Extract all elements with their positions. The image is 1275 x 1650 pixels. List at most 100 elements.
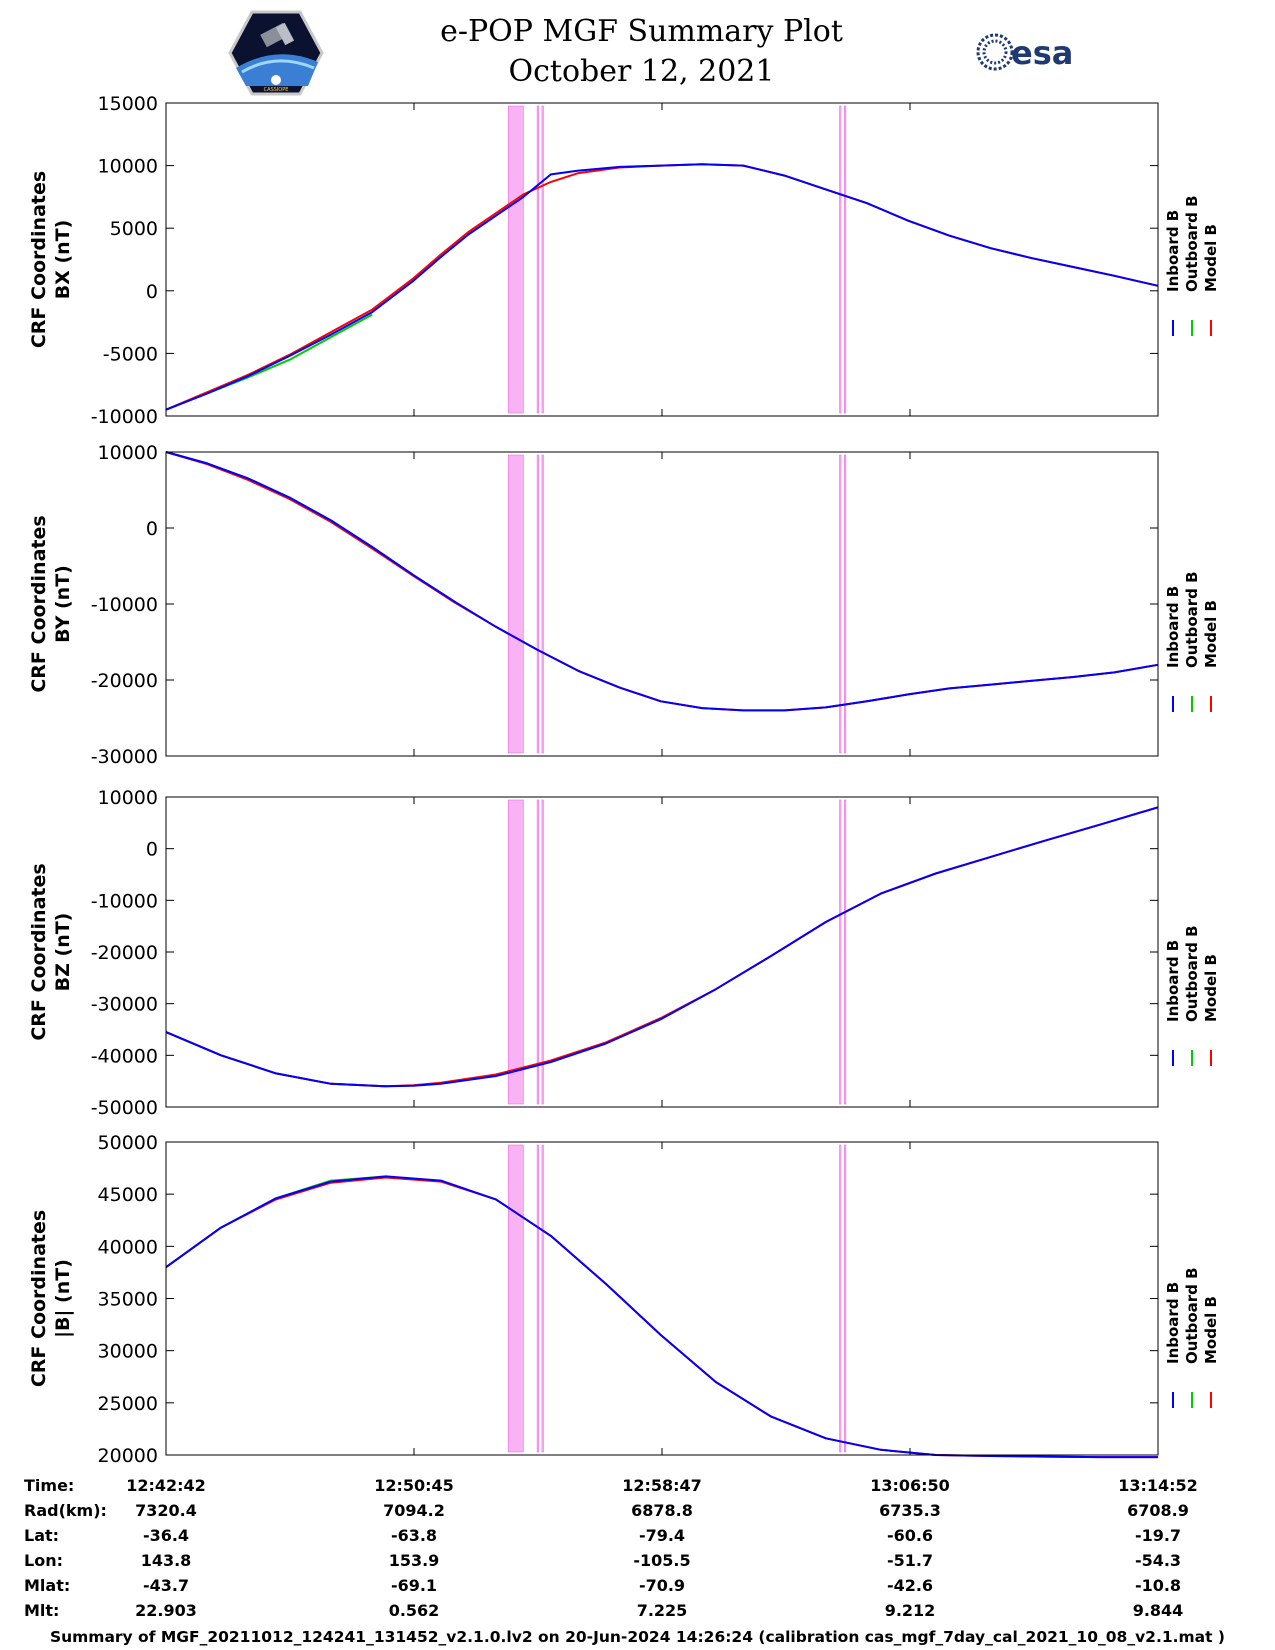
ephemeris-value: -51.7 — [886, 1551, 934, 1570]
legend-label: Model B — [1202, 600, 1220, 668]
ephemeris-value: 9.844 — [1132, 1601, 1184, 1620]
highlight-band — [844, 454, 847, 754]
ephemeris-label: Time: — [24, 1476, 75, 1495]
y-tick-label: -5000 — [103, 343, 158, 365]
highlight-band — [839, 454, 842, 754]
y-tick-label: 5000 — [110, 218, 158, 240]
panel-3: -50000 -40000 -30000 -20000 -10000 0 10000 CRF … — [28, 787, 1220, 1119]
legend-label: Inboard B — [1164, 586, 1182, 668]
highlight-band — [507, 454, 524, 754]
y-tick-label: 0 — [146, 839, 158, 861]
y-axis-label: CRF Coordinates — [28, 515, 50, 692]
ephemeris-value: -69.1 — [390, 1576, 438, 1595]
footer-caption: Summary of MGF_20211012_124241_131452_v2… — [49, 1628, 1226, 1646]
y-tick-label: 10000 — [98, 156, 158, 178]
y-tick-label: -20000 — [91, 670, 158, 692]
y-tick-label: 0 — [146, 518, 158, 540]
y-axis-label: CRF Coordinates — [28, 1210, 50, 1387]
esa-logo: esa — [976, 33, 1073, 72]
ephemeris-value: -60.6 — [886, 1526, 934, 1545]
ephemeris-value: 6735.3 — [879, 1501, 941, 1520]
highlight-band — [541, 105, 544, 414]
ephemeris-value: -10.8 — [1134, 1576, 1182, 1595]
ephemeris-value: -63.8 — [390, 1526, 438, 1545]
legend-label: Model B — [1202, 954, 1220, 1022]
highlight-band — [507, 105, 524, 414]
y-tick-label: 40000 — [98, 1236, 158, 1258]
y-axis-label: BZ (nT) — [52, 913, 74, 992]
y-tick-label: 35000 — [98, 1289, 158, 1311]
ephemeris-value: -79.4 — [638, 1526, 686, 1545]
y-axis-label: BY (nT) — [52, 565, 74, 643]
highlight-band — [839, 1144, 842, 1453]
ephemeris-value: 153.9 — [388, 1551, 440, 1570]
ephemeris-value: 9.212 — [884, 1601, 936, 1620]
y-tick-label: 30000 — [98, 1341, 158, 1363]
highlight-band — [507, 799, 524, 1105]
highlight-band — [541, 1144, 544, 1453]
ephemeris-value: -43.7 — [142, 1576, 190, 1595]
ephemeris-value: 13:06:50 — [870, 1476, 950, 1495]
y-tick-label: -30000 — [91, 994, 158, 1016]
legend-label: Inboard B — [1164, 940, 1182, 1022]
highlight-band — [844, 1144, 847, 1453]
legend-label: Model B — [1202, 224, 1220, 292]
ephemeris-value: -42.6 — [886, 1576, 934, 1595]
highlight-band — [839, 799, 842, 1105]
ephemeris-label: Mlt: — [24, 1601, 60, 1620]
y-tick-label: -30000 — [91, 746, 158, 768]
ephemeris-value: 22.903 — [135, 1601, 197, 1620]
series-line — [165, 163, 1159, 411]
ephemeris-value: -19.7 — [1134, 1526, 1182, 1545]
legend-label: Inboard B — [1164, 1282, 1182, 1364]
ephemeris-value: 12:50:45 — [374, 1476, 454, 1495]
ephemeris-value: 12:58:47 — [622, 1476, 702, 1495]
y-tick-label: 25000 — [98, 1393, 158, 1415]
highlight-band — [844, 799, 847, 1105]
highlight-band — [536, 1144, 539, 1453]
cassiope-mission-logo: CASSIOPE — [228, 10, 324, 96]
ephemeris-value: 12:42:42 — [126, 1476, 206, 1495]
legend-label: Model B — [1202, 1296, 1220, 1364]
panel-1: -10000 -5000 0 5000 10000 15000 CRF Coordinate… — [28, 93, 1220, 428]
ephemeris-value: 7.225 — [636, 1601, 688, 1620]
y-axis-label: BX (nT) — [52, 220, 74, 300]
series-line — [165, 451, 1159, 712]
series-line — [165, 1175, 1158, 1459]
ephemeris-value: -105.5 — [633, 1551, 691, 1570]
ephemeris-label: Lon: — [24, 1551, 63, 1570]
y-tick-label: -10000 — [91, 406, 158, 428]
highlight-band — [541, 454, 544, 754]
ephemeris-value: 7320.4 — [135, 1501, 197, 1520]
legend-label: Inboard B — [1164, 210, 1182, 292]
y-tick-label: -50000 — [91, 1097, 158, 1119]
highlight-band — [536, 454, 539, 754]
y-tick-label: 45000 — [98, 1184, 158, 1206]
ephemeris-value: 6878.8 — [631, 1501, 693, 1520]
series-line — [165, 806, 1159, 1088]
y-tick-label: 10000 — [98, 442, 158, 464]
y-tick-label: 10000 — [98, 787, 158, 809]
ephemeris-value: 143.8 — [140, 1551, 192, 1570]
ephemeris-value: 13:14:52 — [1118, 1476, 1198, 1495]
highlight-band — [507, 1144, 524, 1453]
plot-date: October 12, 2021 — [508, 54, 775, 89]
highlight-band — [536, 105, 539, 414]
y-tick-label: -40000 — [91, 1045, 158, 1067]
y-tick-label: -10000 — [91, 890, 158, 912]
y-tick-label: -10000 — [91, 594, 158, 616]
ephemeris-label: Rad(km): — [24, 1501, 107, 1520]
highlight-band — [536, 799, 539, 1105]
legend-label: Outboard B — [1183, 925, 1201, 1022]
y-tick-label: -20000 — [91, 942, 158, 964]
highlight-band — [839, 105, 842, 414]
y-tick-label: 0 — [146, 281, 158, 303]
legend-label: Outboard B — [1183, 1267, 1201, 1364]
ephemeris-value: -70.9 — [638, 1576, 686, 1595]
ephemeris-value: 6708.9 — [1127, 1501, 1189, 1520]
panel-2: -30000 -20000 -10000 0 10000 CRF Coordinates B… — [28, 442, 1220, 768]
legend-label: Outboard B — [1183, 195, 1201, 292]
ephemeris-value: -54.3 — [1134, 1551, 1182, 1570]
